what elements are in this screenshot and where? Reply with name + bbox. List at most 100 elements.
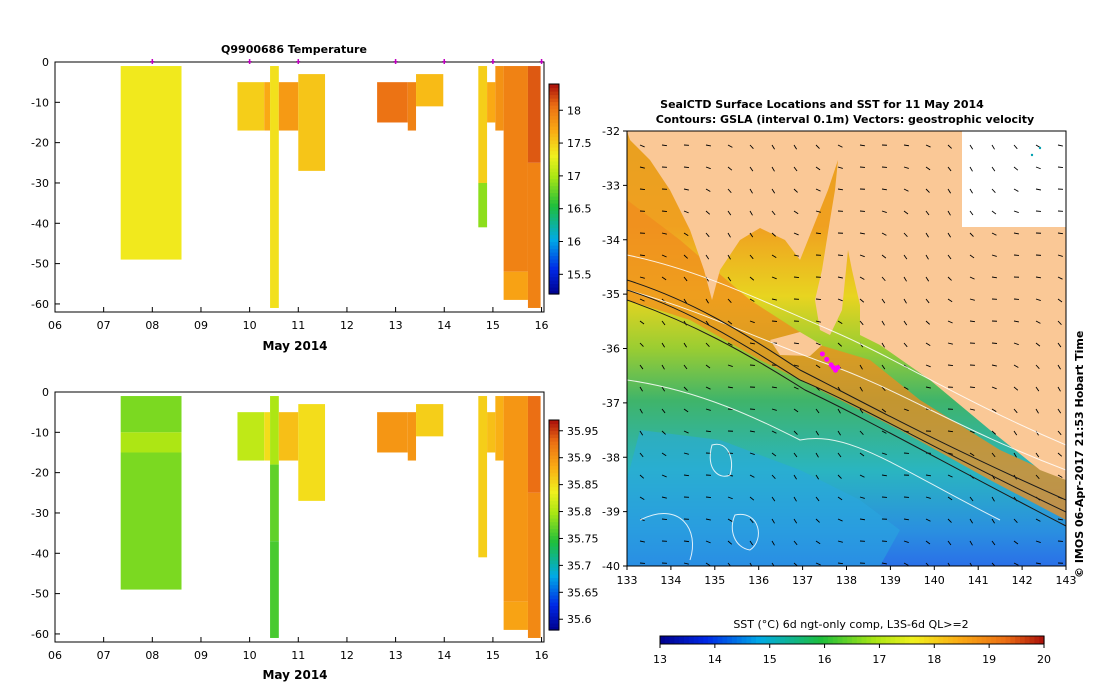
sst-colorbar-tick-label: 20 [1037,653,1051,666]
velocity-vector [1057,166,1064,168]
velocity-vector [991,364,997,367]
temperature-cell [416,74,444,107]
temperature-x-tick-label: 09 [194,319,208,332]
velocity-vector [727,320,733,325]
velocity-vector [903,144,910,147]
sst-colorbar-cell [756,636,762,644]
sst-colorbar-cell [1039,636,1045,644]
velocity-vector [639,474,645,479]
velocity-vector [1057,342,1062,348]
velocity-vector [705,518,711,521]
salinity-colorbar-cell [549,612,559,617]
salinity-x-tick-label: 06 [48,649,62,662]
velocity-vector [793,364,799,367]
velocity-vector [639,166,645,169]
temperature-colorbar-cell [549,108,559,113]
velocity-vector [837,540,843,543]
velocity-vector [947,232,952,238]
temperature-cell [495,66,504,131]
velocity-vector [925,474,932,477]
velocity-vector [815,452,819,458]
velocity-vector [771,144,775,150]
salinity-axes: 06 07 08 09 10 11 12 13 14 15 16 0 -10 -20 -30 -40 -50 -6… [31,386,549,662]
velocity-vector [1057,320,1062,325]
temperature-cell [478,66,488,183]
salinity-x-tick-label: 13 [389,649,403,662]
velocity-vector [749,540,754,546]
map-y-tick-label: -39 [602,506,620,519]
velocity-vector [837,342,842,347]
temperature-colorbar-tick-label: 16.5 [567,203,592,216]
sst-colorbar-cell [866,636,872,644]
sst-colorbar-cell [684,636,690,644]
velocity-vector [771,166,775,172]
map-x-tick-label: 134 [660,574,681,587]
velocity-vector [771,232,777,237]
salinity-colorbar-cell [549,605,559,610]
velocity-vector [683,298,688,304]
salinity-colorbar-cell [549,539,559,544]
salinity-colorbar-cell [549,553,559,558]
velocity-vector [793,386,799,390]
velocity-vector [793,144,798,150]
sst-colorbar-cell [991,636,997,644]
velocity-vector [859,232,865,235]
salinity-colorbar-cell [549,455,559,460]
velocity-vector [771,540,775,546]
velocity-vector [749,276,755,281]
velocity-vector [925,276,930,282]
map-x-tick-label: 138 [836,574,857,587]
temperature-colorbar-cell [549,199,559,204]
velocity-vector [815,496,820,502]
velocity-vector [837,496,843,501]
velocity-vector [639,188,646,191]
velocity-vector [925,210,930,216]
sst-colorbar-cell [909,636,915,644]
sst-colorbar-cell [693,636,699,644]
salinity-colorbar-cell [549,427,559,432]
salinity-colorbar-cell [549,532,559,537]
warm-current-band [627,200,1066,520]
seal-location-marker [835,365,841,371]
velocity-vector [991,342,998,344]
temperature-colorbar-cell [549,136,559,141]
velocity-vector [749,166,754,172]
velocity-vector [683,342,687,348]
temperature-cell [377,82,408,123]
salinity-colorbar-cell [549,525,559,530]
map-y-tick-label: -40 [602,560,620,573]
velocity-vector [1013,452,1017,458]
velocity-vector [925,540,931,545]
map-x-tick-label: 143 [1056,574,1077,587]
velocity-vector [1013,144,1018,150]
velocity-vector [859,408,864,414]
velocity-vector [661,452,667,457]
velocity-vector [727,188,732,194]
velocity-vector [1035,276,1042,279]
salinity-colorbar-cell [549,518,559,523]
velocity-vector [925,254,929,260]
velocity-vector [793,232,799,236]
sst-colorbar-cell [698,636,704,644]
salinity-colorbar-cell [549,577,559,582]
temperature-colorbar-cell [549,133,559,138]
sst-colorbar-cell [813,636,819,644]
sst-colorbar-cell [736,636,743,644]
velocity-vector [925,496,931,499]
velocity-vector [903,276,907,282]
salinity-colorbar-cell [549,476,559,481]
velocity-vector [683,364,688,370]
salinity-colorbar-cell [549,567,559,572]
sst-colorbar-cell [669,636,675,644]
sst-colorbar-cell [914,636,920,644]
velocity-vector [683,166,690,168]
salinity-plot-frame [54,391,545,643]
temperature-x-tick-label: 10 [243,319,257,332]
velocity-vector [1035,342,1041,347]
velocity-vector [793,452,798,458]
salinity-colorbar-tick-label: 35.95 [567,425,599,438]
salinity-colorbar-cell [549,451,559,456]
temperature-colorbar-cell [549,112,559,117]
temperature-colorbar-cell [549,266,559,271]
salinity-cell [503,601,528,630]
